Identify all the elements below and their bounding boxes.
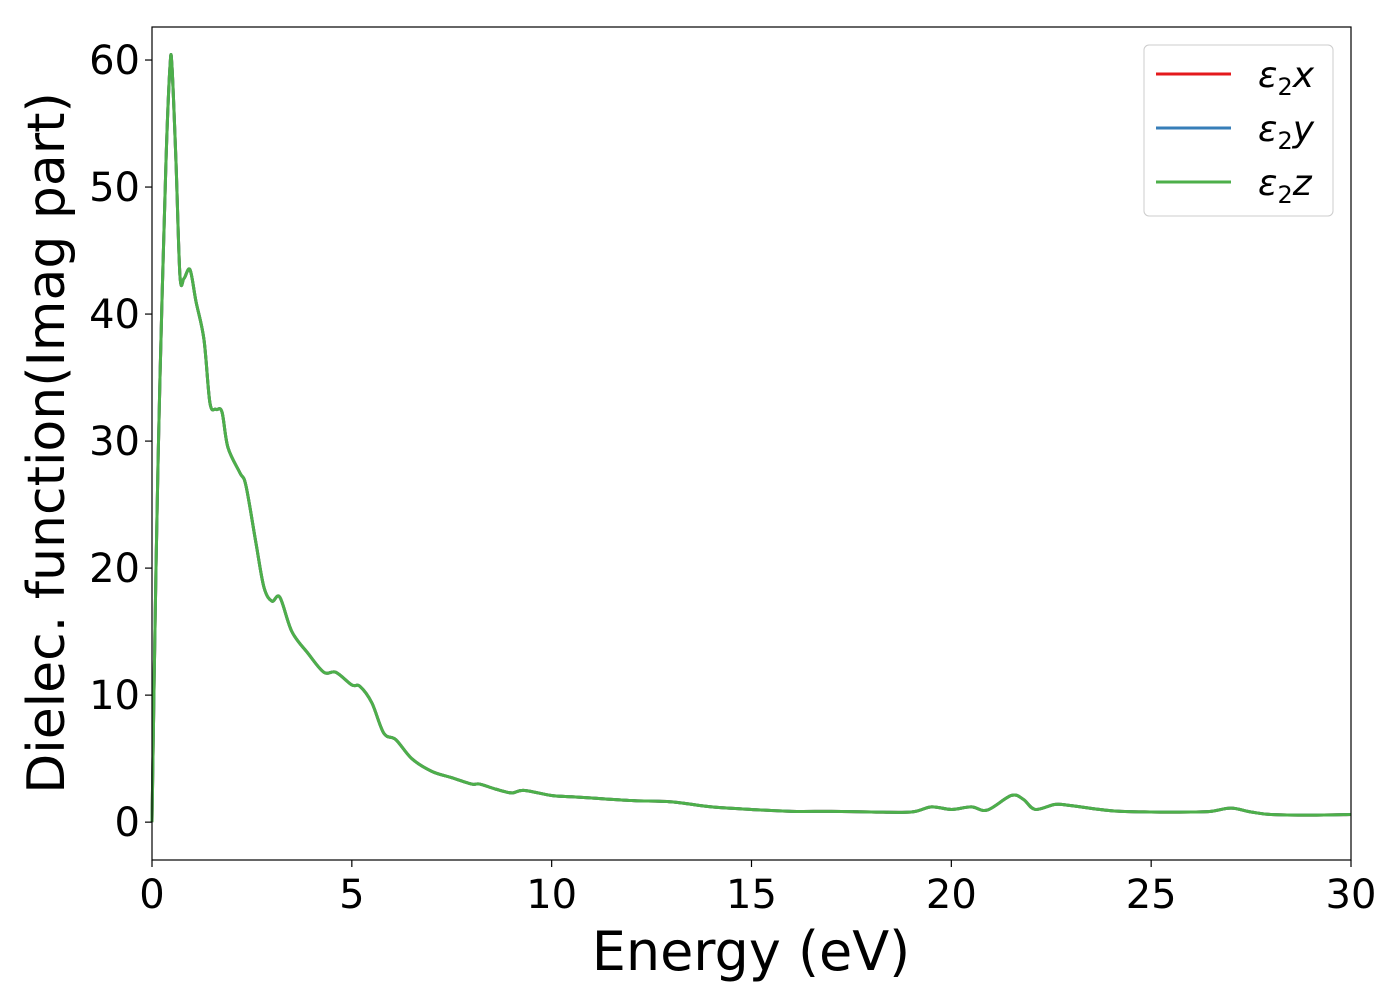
x-tick-label: 20 — [926, 872, 977, 918]
y-tick-label: 60 — [89, 38, 140, 84]
legend: ε2x ε2y ε2z — [1143, 44, 1334, 217]
y-axis-label: Dielec. function(Imag part) — [17, 92, 77, 794]
series-layer — [150, 52, 1352, 823]
x-axis: 0 5 10 15 20 25 30 — [139, 860, 1376, 918]
legend-label-x: ε2x — [1258, 55, 1315, 101]
x-tick-label: 25 — [1126, 872, 1177, 918]
x-axis-label: Energy (eV) — [592, 920, 911, 983]
y-tick-label: 0 — [115, 800, 140, 846]
x-tick-label: 30 — [1326, 872, 1377, 918]
legend-label-y: ε2y — [1258, 109, 1315, 155]
legend-label-z: ε2z — [1258, 163, 1313, 209]
y-tick-label: 50 — [89, 165, 140, 211]
series-line-z — [150, 52, 1352, 823]
x-tick-label: 15 — [726, 872, 777, 918]
y-axis: 0 10 20 30 40 50 60 — [89, 38, 152, 846]
x-tick-label: 10 — [526, 872, 577, 918]
y-tick-label: 30 — [89, 419, 140, 465]
x-tick-label: 0 — [139, 872, 164, 918]
y-tick-label: 40 — [89, 292, 140, 338]
y-tick-label: 10 — [89, 673, 140, 719]
legend-frame — [1143, 44, 1334, 217]
x-tick-label: 5 — [339, 872, 364, 918]
y-tick-label: 20 — [89, 546, 140, 592]
